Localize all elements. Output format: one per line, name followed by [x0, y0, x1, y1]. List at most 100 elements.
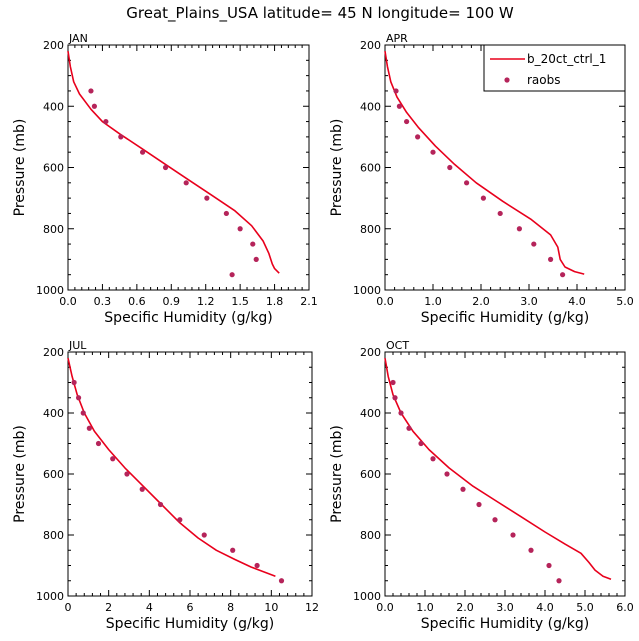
panel-label: JUL [68, 339, 87, 352]
x-axis-label: Specific Humidity (g/kg) [421, 310, 589, 326]
y-tick-label: 400 [43, 100, 64, 113]
model-profile-line [67, 357, 276, 577]
x-tick-label: 2.0 [472, 295, 490, 308]
raobs-point [476, 501, 482, 508]
y-tick-label: 1000 [36, 284, 64, 297]
panels: JAN 0.0 0.3 0.6 0.9 1.2 1.5 1.8 2.1 200 400 600 800 1… [12, 32, 634, 632]
raobs-point [497, 210, 503, 217]
y-tick-label: 800 [360, 529, 381, 542]
raobs-point [510, 532, 516, 538]
x-tick-label: 1.8 [266, 295, 284, 308]
raobs-point [177, 517, 183, 523]
panel-label: OCT [386, 339, 409, 352]
legend-marker-swatch [504, 77, 510, 83]
model-profile-line [384, 357, 612, 580]
raobs-point [404, 118, 410, 125]
raobs-point [162, 164, 169, 171]
raobs-point [183, 180, 189, 186]
raobs-point [464, 180, 470, 186]
y-tick-label: 400 [360, 407, 381, 420]
raobs-point [390, 379, 396, 386]
x-tick-label: 0.6 [128, 295, 146, 308]
raobs-point [103, 118, 109, 125]
raobs-point [430, 149, 436, 155]
x-tick-label: 4 [146, 601, 153, 614]
y-tick-label: 200 [360, 39, 381, 52]
y-tick-label: 800 [43, 223, 64, 236]
x-tick-label: 5.0 [616, 295, 634, 308]
x-tick-label: 8 [227, 601, 234, 614]
x-tick-label: 0.0 [59, 295, 77, 308]
panel-jan: JAN 0.0 0.3 0.6 0.9 1.2 1.5 1.8 2.1 200 400 600 800 1… [12, 32, 318, 326]
raobs-point [71, 379, 77, 386]
y-tick-label: 200 [360, 346, 381, 359]
x-tick-label: 2.1 [300, 295, 318, 308]
raobs-point [492, 517, 498, 523]
y-tick-label: 600 [360, 468, 381, 481]
y-tick-label: 600 [43, 468, 64, 481]
y-tick-label: 800 [360, 223, 381, 236]
raobs-point [250, 241, 256, 247]
raobs-point [393, 88, 399, 94]
x-tick-label: 1.2 [197, 295, 215, 308]
raobs-point [548, 256, 554, 262]
raobs-point [86, 425, 92, 431]
model-profile-line [67, 50, 280, 274]
raobs-point [230, 547, 236, 553]
raobs-point [253, 256, 259, 262]
y-axis-label: Pressure (mb) [12, 425, 28, 523]
y-tick-label: 1000 [36, 590, 64, 603]
panel-jul: JUL 0 2 4 6 8 10 12 200 400 600 800 1000 Specific Hum… [12, 339, 319, 632]
x-tick-label: 1.5 [231, 295, 249, 308]
panel-label: JAN [68, 32, 88, 45]
raobs-point [75, 395, 82, 401]
raobs-point [204, 195, 210, 201]
raobs-point [237, 226, 243, 232]
raobs-point [528, 547, 534, 553]
x-tick-label: 10 [264, 601, 278, 614]
x-tick-label: 0.0 [376, 295, 394, 308]
legend-line-label: b_20ct_ctrl_1 [527, 52, 606, 66]
x-tick-label: 0.0 [376, 601, 394, 614]
x-tick-label: 6.0 [616, 601, 634, 614]
raobs-point [531, 241, 537, 247]
panel-label: APR [386, 32, 408, 45]
plot-frame [384, 351, 626, 597]
x-tick-label: 6 [187, 601, 194, 614]
x-axis-label: Specific Humidity (g/kg) [106, 616, 274, 632]
y-axis-label: Pressure (mb) [329, 425, 345, 523]
raobs-point [460, 486, 466, 492]
raobs-point [229, 272, 235, 278]
legend-marker-label: raobs [527, 73, 561, 87]
x-tick-label: 0 [65, 601, 72, 614]
x-tick-label: 0.9 [163, 295, 181, 308]
raobs-point [392, 395, 398, 401]
raobs-point [157, 501, 164, 508]
x-tick-label: 2.0 [456, 601, 474, 614]
x-tick-label: 4.0 [536, 601, 554, 614]
y-tick-label: 1000 [353, 590, 381, 603]
raobs-point [118, 134, 124, 140]
x-tick-label: 0.3 [94, 295, 112, 308]
panel-apr: APR 0.0 1.0 2.0 3.0 4.0 5.0 200 400 600 800 1000 Spe… [329, 32, 634, 326]
y-axis-label: Pressure (mb) [12, 119, 28, 217]
raobs-point [139, 149, 146, 155]
legend-box [483, 44, 626, 92]
raobs-point [396, 103, 402, 109]
raobs-point [406, 425, 412, 431]
x-tick-label: 1.0 [416, 601, 434, 614]
raobs-point [418, 440, 424, 447]
y-tick-label: 200 [43, 346, 64, 359]
x-tick-label: 5.0 [576, 601, 594, 614]
x-tick-label: 2 [105, 601, 112, 614]
x-axis-label: Specific Humidity (g/kg) [104, 310, 272, 326]
y-tick-label: 200 [43, 39, 64, 52]
y-tick-label: 600 [43, 162, 64, 175]
raobs-point [444, 471, 450, 477]
raobs-point [556, 578, 562, 584]
raobs-point [80, 410, 86, 416]
x-tick-label: 3.0 [496, 601, 514, 614]
raobs-point [223, 210, 229, 217]
